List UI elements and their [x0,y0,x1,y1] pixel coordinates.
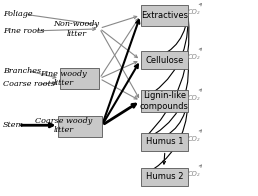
FancyBboxPatch shape [141,5,188,26]
Text: CO₂: CO₂ [188,165,201,177]
Text: CO₂: CO₂ [188,89,201,101]
FancyBboxPatch shape [141,51,188,69]
Text: Coarse woody
litter: Coarse woody litter [35,117,92,134]
Text: CO₂: CO₂ [188,48,201,60]
Text: Stem: Stem [3,121,25,129]
Text: Foliage: Foliage [3,10,33,18]
FancyBboxPatch shape [141,133,188,151]
Text: Humus 1: Humus 1 [146,137,183,146]
Text: CO₂: CO₂ [188,130,201,142]
Text: Branches: Branches [3,67,41,75]
Text: Lignin-like
compounds: Lignin-like compounds [140,91,189,111]
Text: Fine woody
litter: Fine woody litter [40,70,87,87]
Text: Non-woody
litter: Non-woody litter [53,20,99,37]
Text: Humus 2: Humus 2 [146,172,183,181]
Text: Extractives: Extractives [141,11,188,20]
FancyBboxPatch shape [141,90,188,112]
FancyBboxPatch shape [58,115,102,137]
Text: Cellulose: Cellulose [145,55,183,64]
Text: Fine roots: Fine roots [3,27,45,35]
Text: CO₂: CO₂ [188,4,201,15]
FancyBboxPatch shape [141,168,188,186]
FancyBboxPatch shape [60,68,100,89]
Text: Coarse roots: Coarse roots [3,80,55,88]
